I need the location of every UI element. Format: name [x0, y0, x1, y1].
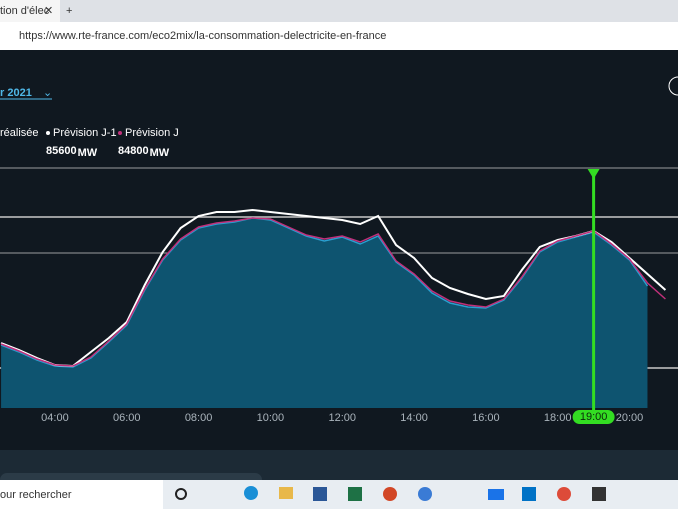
legend-value: 85600 [46, 145, 77, 157]
taskbar-icons[interactable] [175, 486, 606, 501]
address-bar[interactable] [0, 22, 678, 50]
tab-close[interactable]: ✕ [44, 5, 53, 17]
date-select[interactable]: r 2021 [0, 87, 32, 99]
area [1, 218, 648, 408]
x-tick-label: 08:00 [185, 412, 213, 424]
legend-dot [46, 131, 50, 135]
line [0, 217, 666, 367]
legend-dot [118, 131, 122, 135]
legend-name: Prévision J [125, 127, 179, 139]
tab-title: tion d'élec [0, 5, 50, 17]
x-tick-label: 16:00 [472, 412, 500, 424]
new-tab[interactable]: + [66, 5, 72, 17]
legend-name: réalisée [0, 127, 39, 139]
legend-value: 84800 [118, 145, 149, 157]
tab[interactable] [0, 0, 60, 22]
search-box[interactable] [0, 480, 163, 509]
select-arrow: ⌄ [43, 87, 52, 99]
logo [668, 76, 678, 96]
x-tick-label: 14:00 [400, 412, 428, 424]
legend-unit: MW [150, 147, 170, 159]
legend-unit: MW [78, 147, 98, 159]
x-tick-label: 10:00 [257, 412, 285, 424]
x-tick-label: 04:00 [41, 412, 69, 424]
x-tick-label: 06:00 [113, 412, 141, 424]
cursor-handle [587, 169, 600, 179]
search-text: our rechercher [0, 489, 72, 501]
line [0, 208, 667, 368]
x-tick-label: 18:00 [544, 412, 572, 424]
chart: 04:00 06:00 08:00 10:00 12:00 14:00 16:00 18:00… [0, 167, 678, 424]
url: https://www.rte-france.com/eco2mix/la-co… [19, 30, 386, 42]
x-tick-label: 12:00 [328, 412, 356, 424]
cursor-label: 19:00 [580, 411, 608, 423]
x-tick-label: 20:00 [616, 412, 644, 424]
legend-name: Prévision J-1 [53, 127, 117, 139]
cursor-badge [572, 410, 615, 424]
tab-bar [0, 0, 678, 22]
